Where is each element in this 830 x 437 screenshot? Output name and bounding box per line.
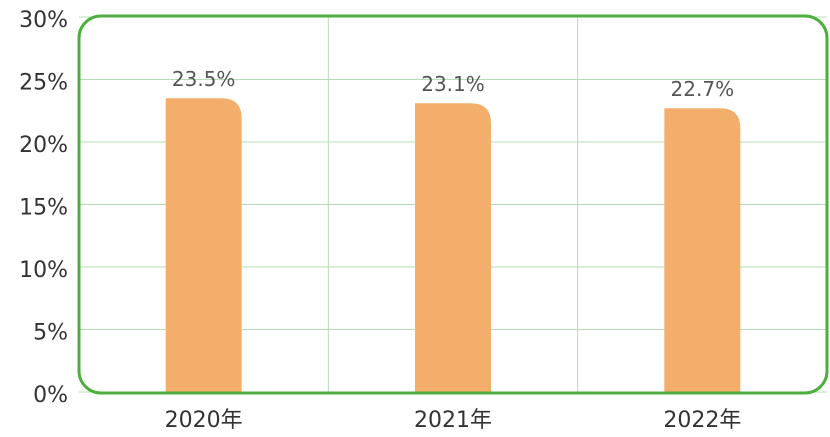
y-tick-label: 15% <box>19 196 68 221</box>
x-tick-label: 2021年 <box>414 408 492 433</box>
y-tick-label: 30% <box>19 8 68 33</box>
data-label: 23.5% <box>172 67 236 91</box>
plot-border <box>77 14 829 395</box>
x-tick-label: 2022年 <box>663 408 741 433</box>
bar <box>664 108 741 392</box>
y-tick-label: 20% <box>19 133 68 158</box>
data-label: 23.1% <box>421 72 485 96</box>
x-tick-label: 2020年 <box>165 408 243 433</box>
bar <box>415 103 491 392</box>
data-label: 22.7% <box>671 77 735 101</box>
y-tick-label: 25% <box>19 71 68 96</box>
y-tick-label: 0% <box>33 383 68 408</box>
bar <box>165 98 242 392</box>
marks <box>165 98 741 392</box>
y-tick-label: 10% <box>19 258 68 283</box>
y-tick-label: 5% <box>33 321 68 346</box>
